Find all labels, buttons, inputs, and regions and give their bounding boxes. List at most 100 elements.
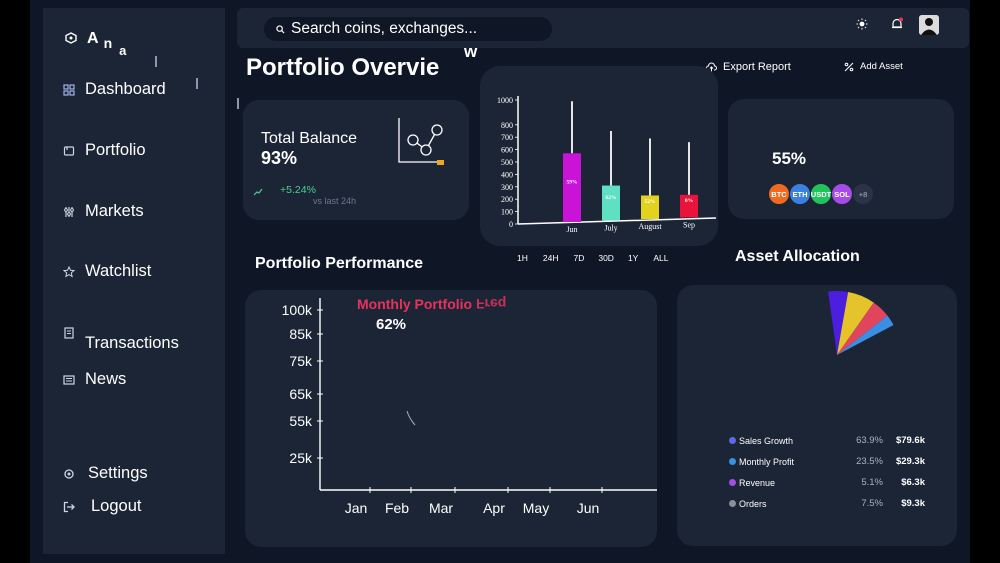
sidebar-item-transactions[interactable]: Transactions <box>63 312 179 353</box>
bar-jun[interactable] <box>563 153 581 222</box>
legend-dot <box>729 458 736 465</box>
series-line-fragment <box>406 410 416 426</box>
coin-label: +8 <box>858 189 868 199</box>
coin-sol[interactable]: SOL <box>831 183 853 205</box>
legend-item[interactable]: Sales Growth 63.9% $79.6k <box>729 435 925 446</box>
range-tab-24h[interactable]: 24H <box>542 253 559 263</box>
performance-percent: 62% <box>376 316 407 333</box>
coin-usdt[interactable]: USDT <box>810 183 832 205</box>
coin-btc[interactable]: BTC <box>768 183 790 205</box>
page-title-text: Portfolio Overvie <box>246 54 440 81</box>
y-tick-label: 100k <box>282 302 313 318</box>
x-tick-label: August <box>638 222 662 231</box>
top-bar <box>237 8 969 48</box>
legend-item[interactable]: Revenue 5.1% $6.3k <box>729 477 925 488</box>
coin-label: BTC <box>771 189 787 199</box>
bar-data-label: 62% <box>606 195 617 201</box>
y-tick-label: 100 <box>501 208 513 217</box>
performance-section-title: Portfolio Performance <box>255 255 424 272</box>
gear-icon <box>64 468 74 479</box>
performance-chart-title: Monthly Portfolio Freq <box>357 296 506 312</box>
range-tab-1h[interactable]: 1H <box>517 253 528 263</box>
y-tick-label: 700 <box>501 133 513 142</box>
coin-more[interactable]: +8 <box>852 183 874 205</box>
bar-july[interactable] <box>602 185 620 221</box>
sidebar-item-label: Markets <box>85 202 144 220</box>
page-title: Portfolio Overvie w <box>246 42 477 82</box>
logo-letter: n <box>103 35 118 51</box>
sliders-icon <box>64 206 74 217</box>
scroll-tick <box>155 56 157 67</box>
allocation-section-title: Asset Allocation <box>735 248 860 265</box>
sidebar-item-markets[interactable]: Markets <box>63 202 144 221</box>
scroll-tick <box>237 98 239 109</box>
sidebar-item-logout[interactable]: Logout <box>63 497 141 516</box>
performance-chart-title-text: Monthly Portfolio <box>357 296 473 312</box>
pie-slice[interactable] <box>837 291 874 355</box>
coin-eth[interactable]: ETH <box>789 183 811 205</box>
sidebar-item-news[interactable]: News <box>63 370 126 389</box>
balance-value: 93% <box>261 148 298 168</box>
legend-amount: $9.3k <box>901 498 925 509</box>
shield-logo-icon <box>65 32 77 44</box>
legend-item[interactable]: Monthly Profit 23.5% $29.3k <box>729 456 925 467</box>
logout-icon <box>63 501 75 512</box>
legend-item[interactable]: Orders 7.5% $9.3k <box>729 498 925 509</box>
pie-slice[interactable] <box>837 302 888 355</box>
range-tab-all[interactable]: ALL <box>653 253 669 263</box>
y-tick-label: 55k <box>289 413 313 429</box>
search-input[interactable] <box>291 20 541 38</box>
app-frame: An a Dashboard Portfolio Markets Watchlis… <box>30 0 970 563</box>
network-chart-icon <box>398 118 444 165</box>
pie-slice[interactable] <box>828 291 849 355</box>
user-avatar-icon <box>919 15 939 35</box>
bar-sep[interactable] <box>680 194 698 218</box>
search-box <box>264 17 552 41</box>
avatar[interactable] <box>919 15 939 35</box>
legend-dot <box>729 500 736 507</box>
bar-data-label: 0% <box>685 198 693 204</box>
balance-card: Total Balance 93% +5.24% vs last 24h <box>243 100 469 220</box>
pie-slice[interactable] <box>837 315 894 355</box>
logo: An a <box>65 30 131 58</box>
allocation-pie-chart <box>828 291 894 355</box>
sidebar-item-watchlist[interactable]: Watchlist <box>63 262 151 281</box>
sidebar-item-label: Portfolio <box>85 141 146 159</box>
add-asset-button[interactable]: Add Asset <box>844 61 903 72</box>
y-tick-label: 1000 <box>497 96 513 105</box>
star-icon <box>63 265 75 278</box>
coin-label: SOL <box>834 189 850 199</box>
add-asset-label: Add Asset <box>860 61 903 72</box>
y-tick-label: 400 <box>501 170 513 179</box>
export-report-label: Export Report <box>723 61 791 73</box>
sun-icon[interactable] <box>856 18 868 30</box>
sidebar-item-dashboard[interactable]: Dashboard <box>63 80 166 99</box>
range-tab-1y[interactable]: 1Y <box>627 253 639 263</box>
legend-amount: $79.6k <box>895 435 925 446</box>
legend-name: Orders <box>739 498 767 509</box>
x-tick-label: Jun <box>577 500 600 516</box>
range-tab-30d[interactable]: 30D <box>598 253 614 263</box>
coin-label: ETH <box>792 189 808 199</box>
allocation-percent: 55% <box>772 149 807 168</box>
bar-august[interactable] <box>641 195 659 219</box>
legend-name: Revenue <box>739 477 776 488</box>
logo-letter: a <box>119 43 132 58</box>
y-tick-label: 800 <box>501 121 513 130</box>
y-tick-label: 300 <box>501 183 513 192</box>
sidebar: An a Dashboard Portfolio Markets Watchlis… <box>43 8 239 554</box>
y-tick-label: 200 <box>501 195 513 204</box>
x-tick-label: July <box>604 224 617 233</box>
x-tick-label: Feb <box>385 500 409 516</box>
balance-change: +5.24% <box>280 184 316 196</box>
bell-icon[interactable] <box>890 17 904 31</box>
sidebar-item-label: Logout <box>91 497 142 515</box>
balance-subtext: vs last 24h <box>313 196 357 206</box>
newspaper-icon <box>63 374 75 385</box>
sidebar-item-label: Watchlist <box>85 262 152 280</box>
sidebar-item-portfolio[interactable]: Portfolio <box>63 141 146 160</box>
sidebar-item-settings[interactable]: Settings <box>63 464 148 483</box>
range-tab-7d[interactable]: 7D <box>573 253 585 263</box>
export-report-button[interactable]: Export Report <box>706 61 791 73</box>
asset-allocation-card: Sales Growth 63.9% $79.6k Monthly Profit 23.… <box>677 285 957 546</box>
